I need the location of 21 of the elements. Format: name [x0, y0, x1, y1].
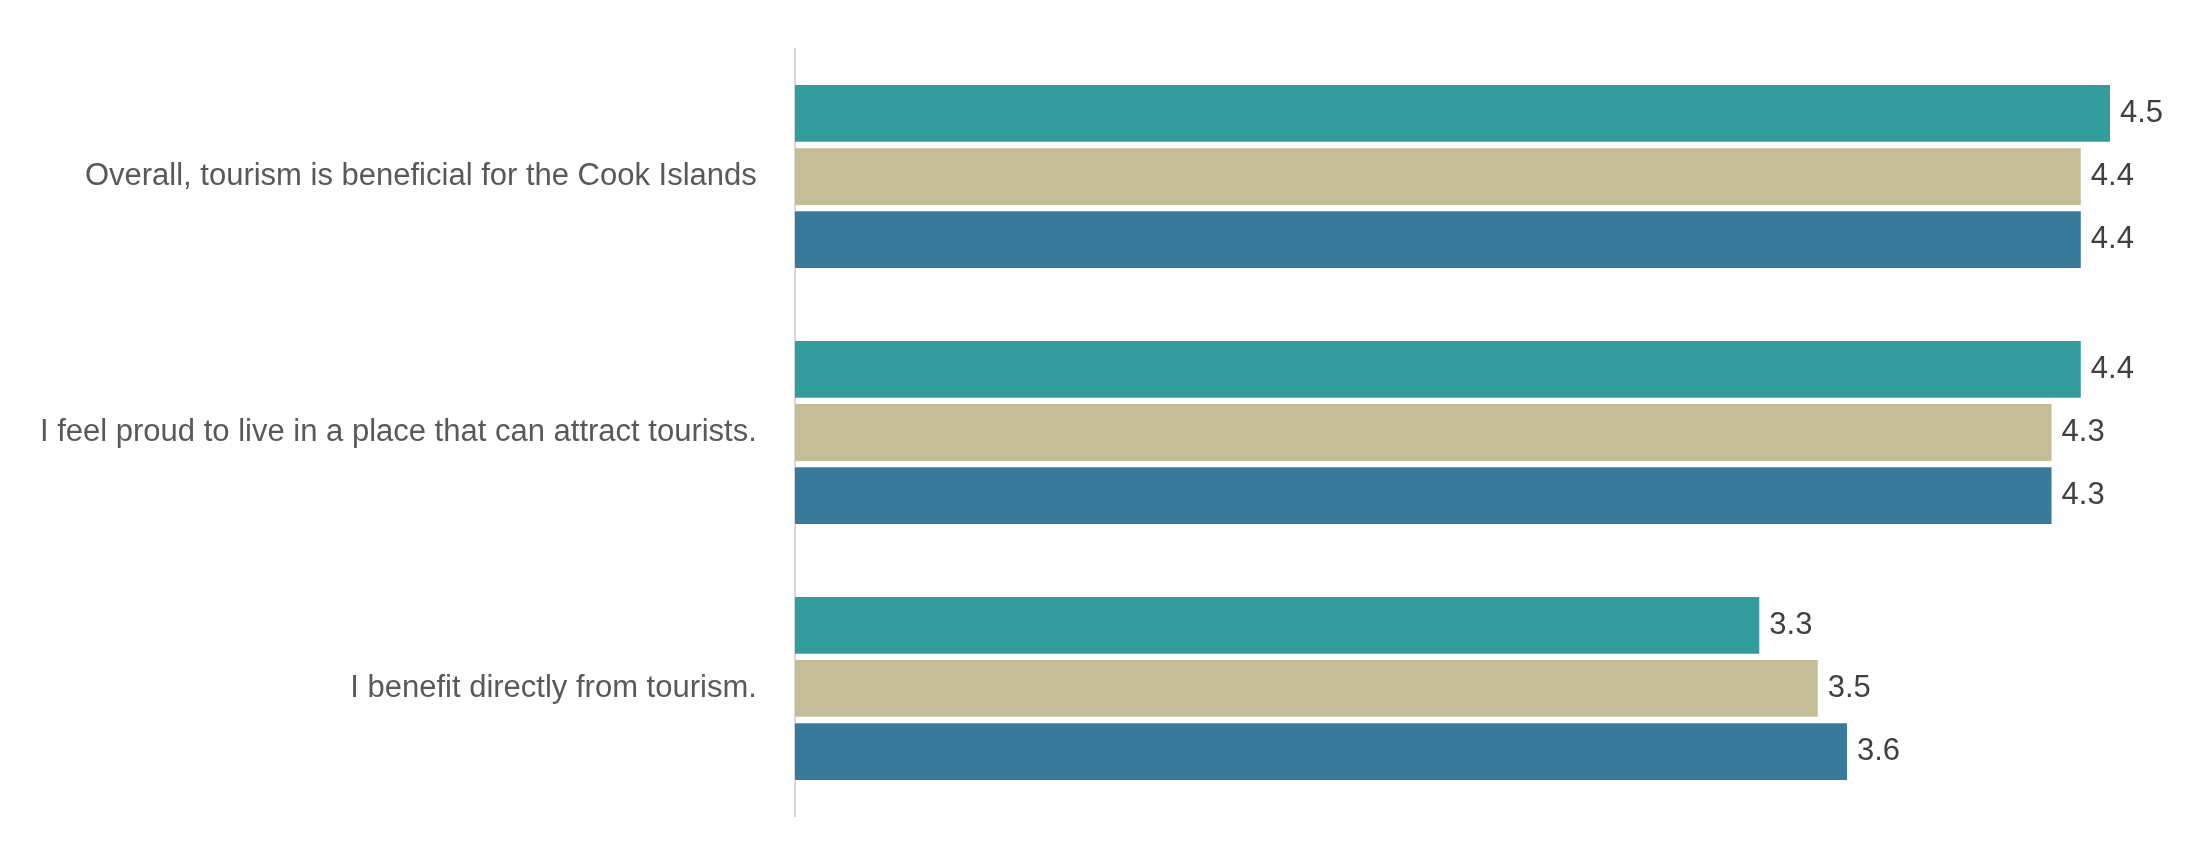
data-label: 4.4 [2090, 220, 2134, 256]
bar [794, 660, 1818, 717]
bar [794, 467, 2052, 525]
data-label: 3.5 [1827, 668, 1871, 704]
y-tick-label: I benefit directly from tourism. [350, 668, 757, 704]
bar [794, 723, 1847, 780]
data-label: 4.5 [2120, 93, 2164, 129]
bar [794, 340, 2081, 398]
data-label: 4.3 [2061, 413, 2105, 449]
data-label: 4.4 [2090, 349, 2134, 385]
bar [794, 211, 2081, 269]
bar [794, 148, 2081, 205]
data-label: 4.3 [2061, 476, 2105, 512]
data-label: 3.6 [1856, 732, 1901, 768]
bar [794, 404, 2052, 461]
y-tick-label: I feel proud to live in a place that can attract tourists. [39, 413, 757, 449]
y-tick-label: Overall, tourism is beneficial for the Cook Islands [84, 157, 757, 193]
data-label: 4.4 [2090, 157, 2134, 193]
bar [794, 85, 2110, 142]
bar [794, 596, 1760, 654]
data-label: 3.3 [1769, 605, 1813, 641]
